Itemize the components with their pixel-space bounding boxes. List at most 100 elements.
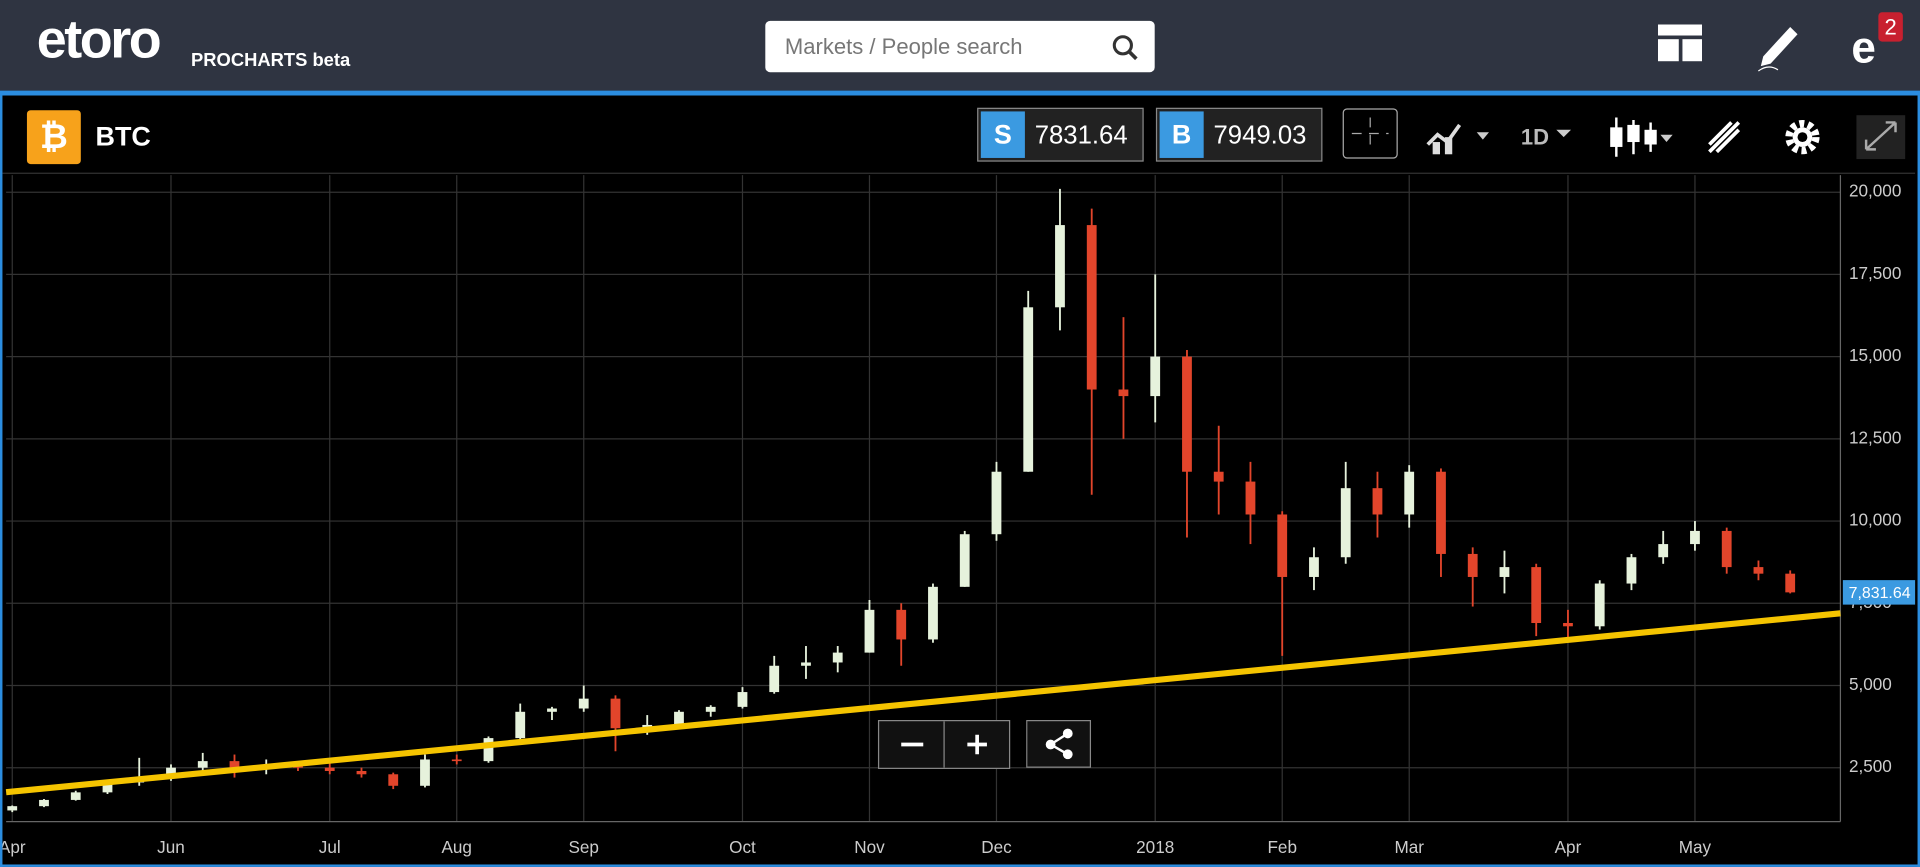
y-tick-label: 5,000 — [1849, 674, 1892, 694]
candle-body — [674, 711, 684, 725]
candle-body — [578, 698, 589, 709]
candle-body — [1150, 356, 1161, 397]
search-placeholder: Markets / People search — [784, 34, 1023, 59]
y-tick-label: 17,500 — [1849, 263, 1901, 283]
candle-body — [801, 662, 811, 666]
drawing-button[interactable] — [1704, 118, 1743, 157]
notification-badge[interactable]: 2 — [1878, 12, 1903, 42]
candle-body — [356, 770, 367, 775]
buy-button[interactable]: B 7949.03 — [1155, 107, 1323, 162]
candle-body — [1340, 488, 1351, 558]
candle-body — [1372, 488, 1383, 515]
candle-body — [1055, 225, 1065, 308]
layout-icon[interactable] — [1657, 24, 1703, 63]
chart-type-button[interactable] — [1607, 113, 1680, 162]
zoom-controls — [877, 720, 1011, 769]
x-tick-label: Apr — [2, 837, 25, 857]
last-price-label: 7,831.64 — [1849, 585, 1911, 602]
interval-caret — [1556, 129, 1572, 138]
profile-icon[interactable]: e — [1851, 22, 1876, 73]
zoom-icons — [901, 721, 987, 768]
candle-body — [7, 806, 18, 811]
candle-body — [896, 609, 907, 640]
chart: 2,5005,0007,50010,00012,50015,00017,5002… — [2, 175, 1916, 857]
search-icon — [1112, 35, 1138, 61]
candle-body — [1309, 557, 1319, 577]
candle-body — [1118, 389, 1129, 397]
candle-body — [1785, 573, 1796, 593]
sell-price: 7831.64 — [1034, 121, 1128, 150]
y-tick-label: 2,500 — [1849, 756, 1892, 776]
btc-icon: ₿ — [26, 110, 81, 165]
candle-body — [39, 799, 49, 807]
product-name: PROCHARTS beta — [191, 50, 351, 72]
x-tick-label: 2018 — [1136, 837, 1174, 857]
buy-label: B — [1159, 111, 1204, 158]
candle-body — [959, 534, 970, 587]
settings-button[interactable] — [1783, 118, 1822, 157]
y-tick-label: 10,000 — [1849, 510, 1901, 530]
candle-body — [1721, 530, 1732, 568]
fullscreen-button[interactable] — [1856, 115, 1906, 160]
interval[interactable]: 1D — [1520, 124, 1549, 150]
candle-body — [483, 738, 494, 762]
candle-body — [547, 708, 557, 712]
accent-line — [0, 90, 1920, 96]
candle-body — [1626, 557, 1637, 584]
candle-body — [293, 766, 303, 768]
logo[interactable]: etoro — [36, 9, 162, 70]
candle-body — [388, 774, 399, 786]
x-tick-label: Sep — [568, 837, 598, 857]
x-tick-label: Nov — [854, 837, 885, 857]
candle-body — [515, 711, 526, 739]
x-tick-label: Dec — [981, 837, 1012, 857]
candle-body — [1690, 530, 1700, 545]
x-tick-label: Jun — [157, 837, 185, 857]
y-tick-label: 20,000 — [1849, 181, 1901, 201]
share-button[interactable] — [1026, 720, 1092, 769]
crosshair-button[interactable] — [1342, 108, 1398, 159]
candle-body — [102, 782, 113, 793]
buy-price: 7949.03 — [1213, 121, 1307, 150]
edit-icon[interactable] — [1753, 20, 1802, 74]
candle-body — [1086, 225, 1097, 390]
candle-body — [451, 759, 462, 762]
candle-body — [610, 698, 621, 729]
candle-body — [991, 471, 1002, 535]
top-bar: etoro PROCHARTS beta Markets / People se… — [0, 0, 1920, 91]
candle-body — [928, 586, 938, 640]
x-tick-label: May — [1679, 837, 1712, 857]
search-box[interactable]: Markets / People search — [765, 20, 1155, 73]
candle-body — [324, 767, 335, 771]
candle-body — [642, 724, 653, 729]
chart-panel — [0, 95, 1920, 867]
trendline — [5, 610, 1841, 796]
x-tick-label: Feb — [1267, 837, 1297, 857]
candle-body — [769, 665, 780, 693]
candle-body — [1023, 307, 1034, 472]
candle-body — [1182, 356, 1192, 472]
x-tick-label: Apr — [1555, 837, 1582, 857]
plot-background — [6, 175, 1841, 822]
candle-body — [832, 652, 843, 663]
candle-body — [420, 759, 430, 786]
candle-body — [229, 761, 240, 768]
candle-body — [1594, 583, 1605, 627]
candle-body — [1467, 553, 1478, 577]
candle-body — [1531, 567, 1542, 624]
y-tick-label: 15,000 — [1849, 345, 1901, 365]
candle-body — [1245, 481, 1256, 515]
x-tick-label: Oct — [729, 837, 756, 857]
x-tick-label: Aug — [441, 837, 471, 857]
last-price-tag — [1842, 580, 1916, 605]
candle-body — [1404, 471, 1415, 515]
sell-button[interactable]: S 7831.64 — [977, 107, 1144, 162]
candle-body — [197, 761, 208, 768]
candle-body — [70, 792, 81, 800]
candle-body — [1277, 514, 1288, 577]
candle-body — [1213, 471, 1224, 482]
x-tick-label: Jul — [319, 837, 341, 857]
indicators-button[interactable] — [1425, 115, 1498, 159]
